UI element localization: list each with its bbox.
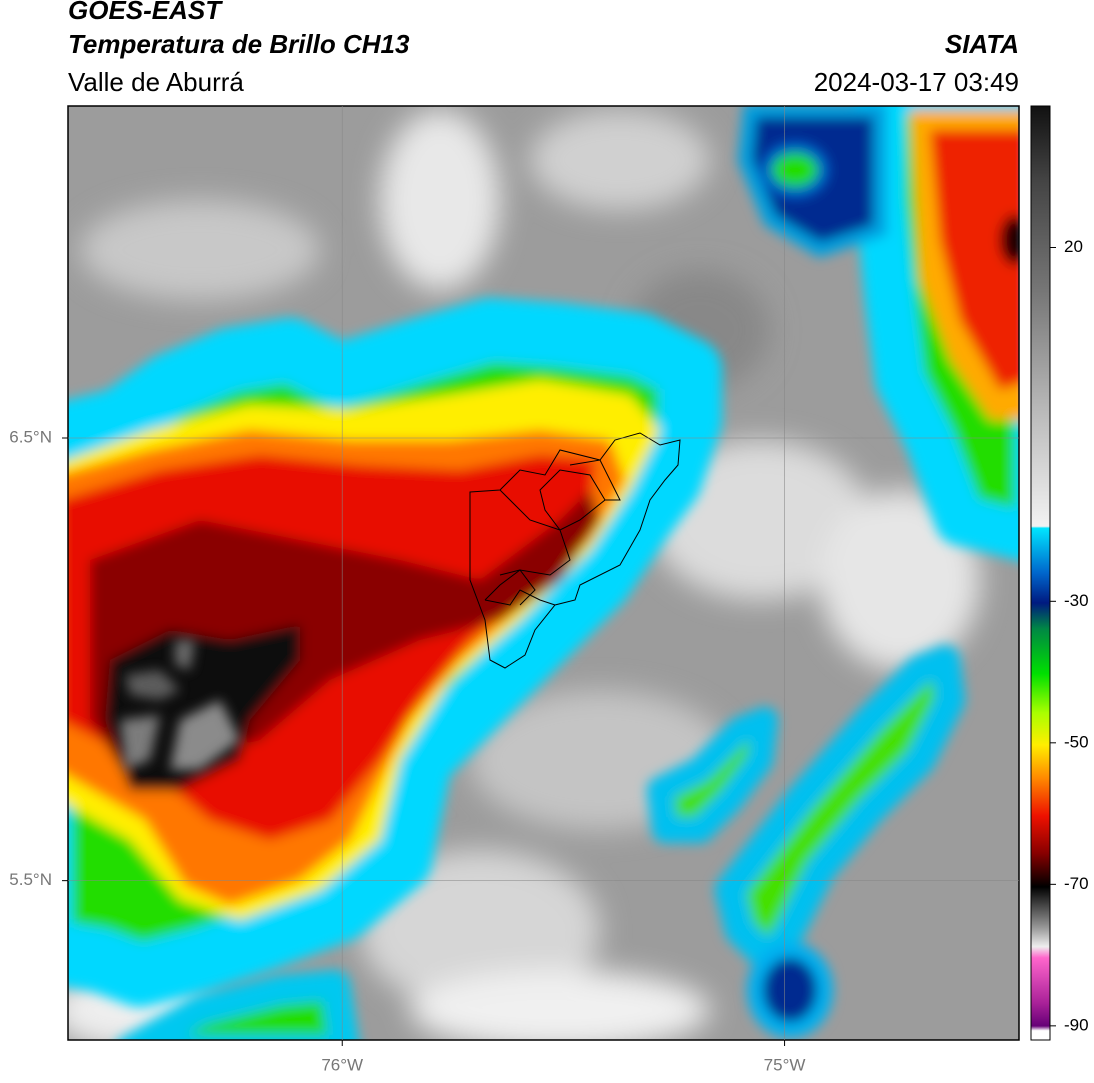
agency: SIATA <box>945 29 1019 59</box>
x-tick-label: 76°W <box>321 1055 363 1074</box>
municipal-boundaries <box>469 432 681 669</box>
colorbar-label: 20 <box>1064 237 1083 256</box>
datetime: 2024-03-17 03:49 <box>814 67 1019 97</box>
colorbar-label: -50 <box>1064 732 1089 751</box>
map-frame <box>67 105 1020 1041</box>
colorbar-label: -30 <box>1064 591 1089 610</box>
y-tick-label: 6.5°N <box>9 427 52 446</box>
satellite-title: GOES-EAST <box>68 0 223 25</box>
y-tick-label: 5.5°N <box>9 870 52 889</box>
region: Valle de Aburrá <box>68 67 244 97</box>
x-tick-label: 75°W <box>764 1055 806 1074</box>
colorbar <box>1030 105 1051 1041</box>
satellite-image <box>68 106 1019 1040</box>
colorbar-label: -90 <box>1064 1015 1089 1034</box>
colorbar-label: -70 <box>1064 874 1089 893</box>
product-title: Temperatura de Brillo CH13 <box>68 29 410 59</box>
